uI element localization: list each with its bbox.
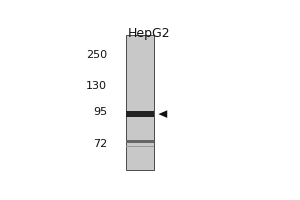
Bar (126, 111, 154, 117)
Text: 95: 95 (93, 107, 107, 117)
Text: HepG2: HepG2 (128, 27, 170, 40)
Text: 72: 72 (93, 139, 107, 149)
Text: 250: 250 (86, 50, 107, 60)
Bar (126, 146, 154, 147)
Bar (126, 140, 154, 143)
Bar (126, 35, 154, 170)
Polygon shape (158, 110, 167, 118)
Text: 130: 130 (86, 81, 107, 91)
